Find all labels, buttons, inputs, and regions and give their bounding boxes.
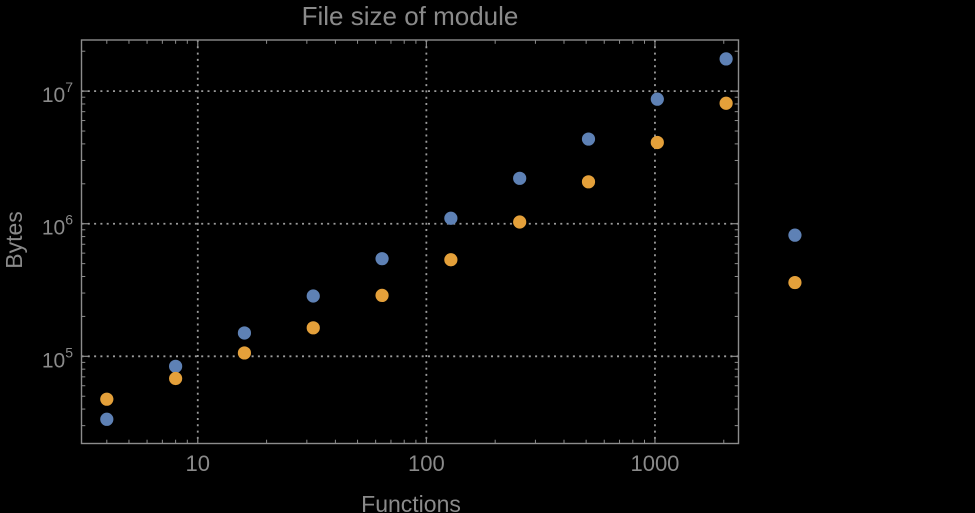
y-axis-label: Bytes: [1, 211, 27, 269]
data-point-orange: [581, 175, 596, 189]
data-point-blue: [237, 326, 252, 340]
data-point-orange: [306, 321, 320, 335]
x-tick-label: 10: [186, 451, 210, 476]
data-point-blue: [375, 252, 389, 266]
data-point-orange: [650, 135, 664, 150]
data-point-blue: [169, 359, 183, 373]
plot-frame: [80, 39, 740, 445]
data-point-layer: [100, 52, 802, 426]
y-tick-label: 107: [42, 79, 73, 107]
x-tick-label: 100: [408, 451, 445, 476]
data-point-blue: [788, 228, 802, 242]
x-tick-label: 1000: [630, 451, 679, 476]
chart-title: File size of module: [302, 1, 519, 31]
grid-layer: [81, 40, 739, 444]
data-point-blue: [100, 412, 114, 426]
tick-label-layer: 10 100 1000 105 106 107: [42, 79, 680, 476]
data-point-orange: [169, 371, 183, 386]
data-point-orange: [788, 275, 802, 290]
y-tick-label: 105: [42, 344, 73, 372]
data-point-blue: [650, 92, 664, 106]
x-axis-label: Functions: [361, 491, 461, 513]
data-point-blue: [719, 52, 733, 66]
data-point-orange: [100, 392, 114, 406]
data-point-orange: [375, 288, 389, 302]
data-point-orange: [513, 215, 527, 229]
data-point-blue: [444, 211, 458, 225]
data-point-blue: [513, 171, 527, 185]
tick-layer: [81, 40, 739, 444]
data-point-orange: [237, 346, 252, 360]
data-point-orange: [719, 96, 733, 110]
data-point-blue: [581, 132, 596, 146]
frame-layer: [80, 39, 740, 445]
y-tick-label: 106: [42, 212, 73, 240]
data-point-blue: [306, 289, 320, 303]
data-point-orange: [444, 253, 458, 267]
